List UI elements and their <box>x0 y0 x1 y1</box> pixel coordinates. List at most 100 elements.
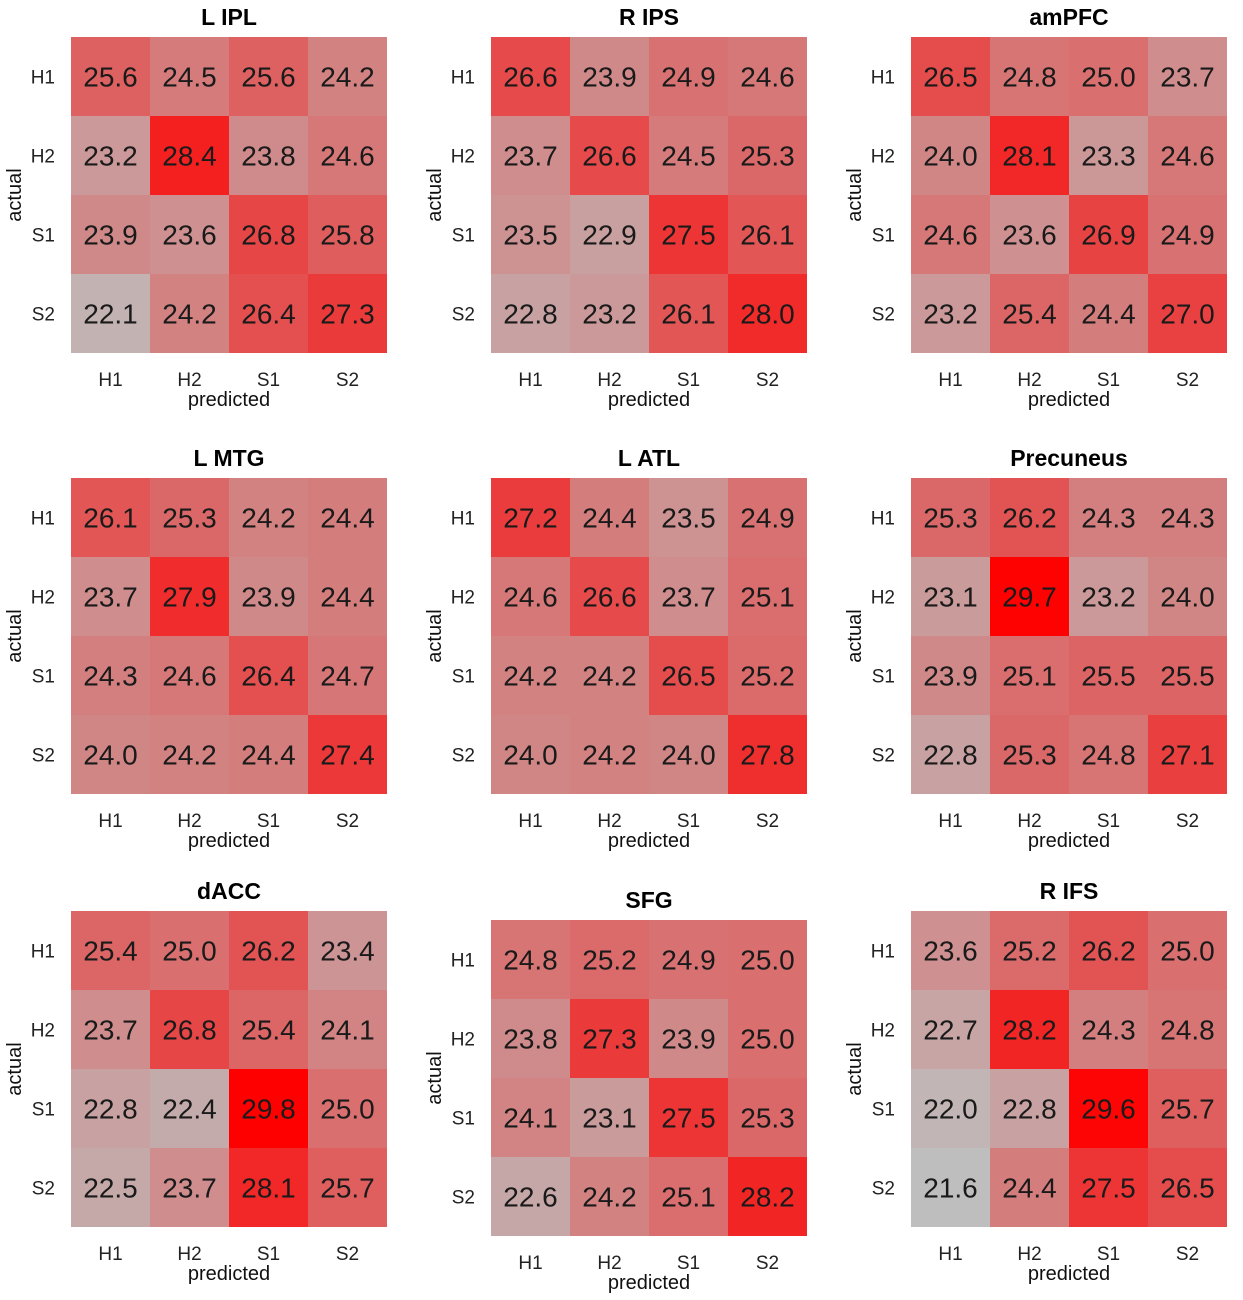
cell-value-label: 22.0 <box>923 1094 978 1125</box>
y-axis-title: actual <box>4 1042 26 1095</box>
heatmap-cell-s2-s1 <box>1069 1148 1148 1227</box>
heatmap-cell-h1-s1 <box>649 37 728 116</box>
cell-value-label: 24.2 <box>503 661 558 692</box>
cell-value-label: 21.6 <box>923 1173 978 1204</box>
panel-title: Precuneus <box>1010 445 1128 471</box>
x-tick-label: S1 <box>677 1253 700 1274</box>
y-axis-title: actual <box>844 609 866 662</box>
cell-value-label: 28.0 <box>740 299 795 330</box>
cell-value-label: 23.4 <box>320 936 375 967</box>
cell-value-label: 28.4 <box>162 141 217 172</box>
cell-value-label: 24.9 <box>740 503 795 534</box>
cell-value-label: 23.6 <box>923 936 978 967</box>
y-tick-label: S1 <box>452 226 475 247</box>
cell-value-label: 27.9 <box>162 582 217 613</box>
cell-value-label: 24.8 <box>1160 1015 1215 1046</box>
heatmap-cell-s2-h2 <box>990 715 1069 794</box>
panel-title: L MTG <box>193 445 264 471</box>
heatmap-cell-h1-h2 <box>990 478 1069 557</box>
heatmap-cell-h1-s1 <box>649 920 728 999</box>
cell-value-label: 23.7 <box>1160 62 1215 93</box>
heatmap-cell-s2-s1 <box>649 1157 728 1236</box>
heatmap-cell-h2-s1 <box>229 116 308 195</box>
cell-value-label: 23.2 <box>582 299 637 330</box>
heatmap-cell-h2-s2 <box>728 999 807 1078</box>
heatmap-cell-s1-h1 <box>911 1069 990 1148</box>
heatmap-cell-h1-h1 <box>71 37 150 116</box>
y-tick-label: H1 <box>871 509 895 530</box>
y-tick-label: H2 <box>31 1021 55 1042</box>
heatmap-cell-h1-s1 <box>1069 37 1148 116</box>
cell-value-label: 24.5 <box>661 141 716 172</box>
cell-value-label: 23.2 <box>1081 582 1136 613</box>
cell-value-label: 23.9 <box>923 661 978 692</box>
heatmap-cell-s1-s2 <box>728 1078 807 1157</box>
heatmap-cell-h2-s1 <box>649 116 728 195</box>
x-tick-label: S2 <box>756 1253 779 1274</box>
x-tick-label: H1 <box>98 370 122 391</box>
cell-value-label: 25.0 <box>162 936 217 967</box>
heatmap-cell-s2-h2 <box>150 715 229 794</box>
cell-value-label: 23.8 <box>241 141 296 172</box>
heatmap-panel-l-mtg: L MTG 26.1 25.3 24.2 24.4 23.7 27.9 23.9 24.4 24.… <box>4 445 387 852</box>
y-tick-label: S1 <box>872 1100 895 1121</box>
panel-title: SFG <box>625 887 672 913</box>
heatmap-cell-s1-h1 <box>911 195 990 274</box>
heatmap-cell-s2-h1 <box>491 715 570 794</box>
heatmap-cell-h2-s2 <box>1148 557 1227 636</box>
x-tick-label: S2 <box>336 1244 359 1265</box>
heatmap-cell-h1-h1 <box>491 920 570 999</box>
cell-value-label: 24.2 <box>582 740 637 771</box>
cell-value-label: 23.7 <box>162 1173 217 1204</box>
heatmap-cell-h1-s2 <box>1148 37 1227 116</box>
y-tick-label: H2 <box>31 147 55 168</box>
cell-value-label: 24.1 <box>503 1103 558 1134</box>
y-tick-label: S2 <box>32 1179 55 1200</box>
heatmap-cell-h2-s2 <box>1148 116 1227 195</box>
heatmap-panel-r-ifs: R IFS 23.6 25.2 26.2 25.0 22.7 28.2 24.3 24.8 22.… <box>844 878 1227 1285</box>
heatmap-panel-l-atl: L ATL 27.2 24.4 23.5 24.9 24.6 26.6 23.7 25.1 24.… <box>424 445 807 852</box>
x-tick-label: S1 <box>1097 811 1120 832</box>
cell-value-label: 24.2 <box>162 740 217 771</box>
cell-value-label: 23.9 <box>83 220 138 251</box>
cell-value-label: 24.4 <box>320 582 375 613</box>
heatmap-cell-s1-s2 <box>308 636 387 715</box>
heatmap-cell-s1-h1 <box>911 636 990 715</box>
cell-value-label: 26.6 <box>582 141 637 172</box>
x-tick-label: H2 <box>597 811 621 832</box>
cell-value-label: 25.3 <box>1002 740 1057 771</box>
x-tick-label: S1 <box>677 811 700 832</box>
heatmap-cell-s1-h1 <box>491 1078 570 1157</box>
x-axis-title: predicted <box>1028 830 1110 852</box>
x-tick-label: S2 <box>1176 370 1199 391</box>
cell-value-label: 23.1 <box>923 582 978 613</box>
x-tick-label: H1 <box>938 370 962 391</box>
y-tick-label: S2 <box>872 305 895 326</box>
heatmap-cell-h1-s1 <box>229 911 308 990</box>
cell-value-label: 26.8 <box>241 220 296 251</box>
heatmap-cell-s1-s2 <box>1148 1069 1227 1148</box>
cell-value-label: 24.8 <box>1081 740 1136 771</box>
y-axis-title: actual <box>424 168 446 221</box>
heatmap-cell-s2-h1 <box>71 1148 150 1227</box>
heatmap-cell-s2-s1 <box>229 274 308 353</box>
heatmap-cell-s1-s2 <box>1148 636 1227 715</box>
cell-value-label: 24.2 <box>241 503 296 534</box>
heatmap-cell-s1-s1 <box>229 636 308 715</box>
cell-value-label: 24.4 <box>320 503 375 534</box>
cell-value-label: 26.6 <box>503 62 558 93</box>
cell-value-label: 25.6 <box>241 62 296 93</box>
heatmap-cell-s2-h2 <box>570 715 649 794</box>
y-tick-label: H1 <box>31 68 55 89</box>
heatmap-cell-s1-h2 <box>990 636 1069 715</box>
cell-value-label: 24.4 <box>241 740 296 771</box>
heatmap-cell-s2-h2 <box>150 274 229 353</box>
x-tick-label: S1 <box>257 370 280 391</box>
cell-value-label: 25.1 <box>740 582 795 613</box>
y-tick-label: S1 <box>452 1109 475 1130</box>
x-axis-title: predicted <box>1028 389 1110 411</box>
y-tick-label: H1 <box>451 68 475 89</box>
heatmap-cell-s2-h1 <box>911 274 990 353</box>
cell-value-label: 24.0 <box>83 740 138 771</box>
cell-value-label: 24.3 <box>83 661 138 692</box>
